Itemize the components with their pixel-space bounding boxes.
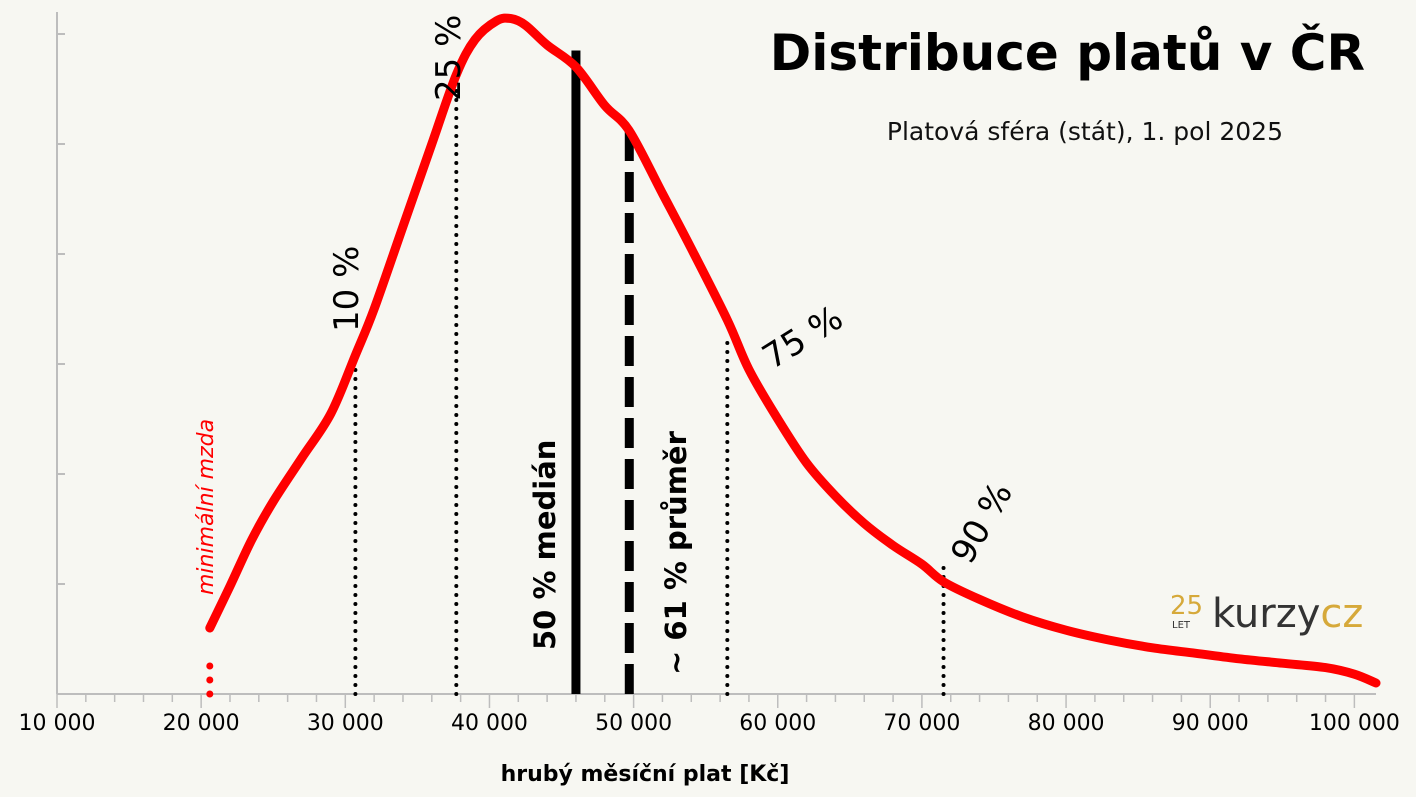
logo-sublabel: LET: [1172, 620, 1191, 631]
x-tick-label: 10 000: [19, 711, 96, 736]
x-tick-label: 80 000: [1028, 711, 1105, 736]
x-tick-label: 60 000: [739, 711, 816, 736]
refline-label-5: 75 %: [756, 298, 850, 378]
reference-lines: [206, 50, 946, 698]
refline-label-3: 50 % medián: [528, 440, 562, 650]
refline-label-0: minimální mzda: [194, 419, 219, 595]
x-tick-label: 20 000: [163, 711, 240, 736]
x-axis-label: hrubý měsíční plat [Kč]: [501, 762, 790, 787]
series-layer: [205, 13, 1381, 688]
series-0-line: [205, 13, 1381, 688]
x-tick-label: 40 000: [451, 711, 528, 736]
x-tick-label: 100 000: [1309, 711, 1400, 736]
refline-label-4: ~ 61 % průměr: [659, 430, 693, 675]
x-tick-label: 50 000: [595, 711, 672, 736]
logo-wordmark: kurzycz: [1212, 591, 1363, 637]
chart-subtitle: Platová sféra (stát), 1. pol 2025: [887, 117, 1283, 146]
logo-word-main: kurzy: [1212, 591, 1320, 637]
chart-title: Distribuce platů v ČR: [770, 23, 1365, 82]
logo-word-accent: cz: [1320, 591, 1363, 637]
kurzy-logo: 25 LET kurzycz: [1170, 591, 1363, 637]
x-tick-label: 70 000: [883, 711, 960, 736]
refline-label-6: 90 %: [943, 476, 1021, 571]
x-tick-label: 30 000: [307, 711, 384, 736]
refline-label-2: 25 %: [429, 15, 469, 101]
refline-label-1: 10 %: [327, 246, 367, 332]
axes: 10 000 20 000 30 000 40 000 50 000 60 000 70 0…: [19, 12, 1400, 736]
logo-number: 25: [1170, 591, 1203, 621]
x-tick-label: 90 000: [1172, 711, 1249, 736]
